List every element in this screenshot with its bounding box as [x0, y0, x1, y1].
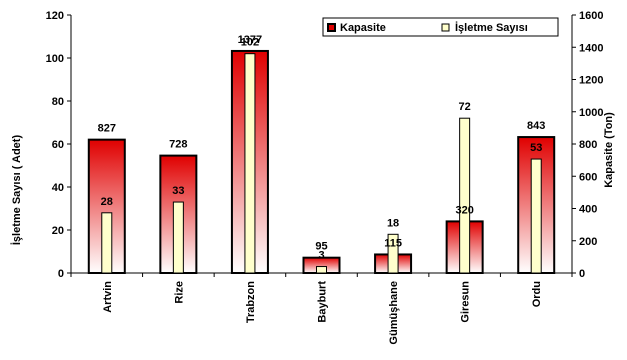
data-label-kapasite: 843 [527, 120, 545, 132]
y-tick-label-left: 20 [52, 225, 64, 237]
data-label-kapasite: 728 [169, 139, 187, 151]
data-label-isletme-sayisi: 3 [318, 250, 324, 262]
y-tick-label-right: 0 [579, 268, 585, 280]
y-tick-label-right: 400 [579, 204, 597, 216]
y-tick-label-left: 40 [52, 182, 64, 194]
y-tick-label-left: 80 [52, 96, 64, 108]
x-category-label: Giresun [460, 281, 472, 323]
data-label-isletme-sayisi: 53 [530, 142, 542, 154]
x-category-label: Rize [173, 281, 185, 304]
y-tick-label-left: 0 [58, 268, 64, 280]
bar-isletme-sayisi [530, 158, 542, 274]
bar-isletme-sayisi [101, 212, 113, 274]
legend-box [322, 17, 559, 37]
plot-area: 0204060801001200200400600800100012001400… [46, 10, 604, 345]
data-label-isletme-sayisi: 18 [387, 217, 399, 229]
bar-isletme-sayisi [244, 53, 256, 274]
data-label-isletme-sayisi: 102 [241, 37, 259, 49]
x-category-label: Bayburt [317, 281, 329, 323]
y-tick-label-right: 200 [579, 236, 597, 248]
y-tick-label-right: 1400 [579, 42, 603, 54]
bar-isletme-sayisi [172, 201, 184, 274]
x-category-label: Artvin [102, 281, 114, 313]
legend: Kapasite İşletme Sayısı [322, 17, 559, 37]
legend-swatch-isletme [441, 23, 450, 32]
y-tick-label-left: 60 [52, 139, 64, 151]
y-tick-label-left: 100 [46, 53, 64, 65]
legend-label-kapasite: Kapasite [340, 22, 386, 34]
bar-isletme-sayisi [387, 233, 399, 274]
x-category-label: Ordu [531, 281, 543, 307]
x-category-label: Gümüşhane [388, 281, 400, 345]
y-axis-title-right: Kapasite (Ton) [603, 112, 615, 188]
y-tick-label-right: 1000 [579, 107, 603, 119]
data-label-kapasite: 95 [315, 241, 327, 253]
data-label-isletme-sayisi: 33 [172, 185, 184, 197]
y-tick-label-left: 120 [46, 10, 64, 22]
data-label-isletme-sayisi: 72 [459, 101, 471, 113]
data-label-isletme-sayisi: 28 [101, 196, 113, 208]
data-label-kapasite: 115 [384, 237, 402, 249]
y-tick-label-right: 1200 [579, 75, 603, 87]
bar-isletme-sayisi [316, 266, 327, 274]
x-category-label: Trabzon [245, 281, 257, 323]
data-label-kapasite: 320 [455, 204, 473, 216]
y-tick-label-right: 1600 [579, 10, 603, 22]
y-axis-title-left: İşletme Sayısı ( Adet) [10, 135, 23, 246]
data-label-kapasite: 827 [98, 123, 116, 135]
y-tick-label-right: 800 [579, 139, 597, 151]
legend-swatch-kapasite [327, 23, 336, 32]
data-label-kapasite: 1377 [238, 34, 262, 46]
y-tick-label-right: 600 [579, 171, 597, 183]
legend-label-isletme-sayisi: İşletme Sayısı [455, 21, 528, 34]
bar-isletme-sayisi [459, 117, 471, 274]
